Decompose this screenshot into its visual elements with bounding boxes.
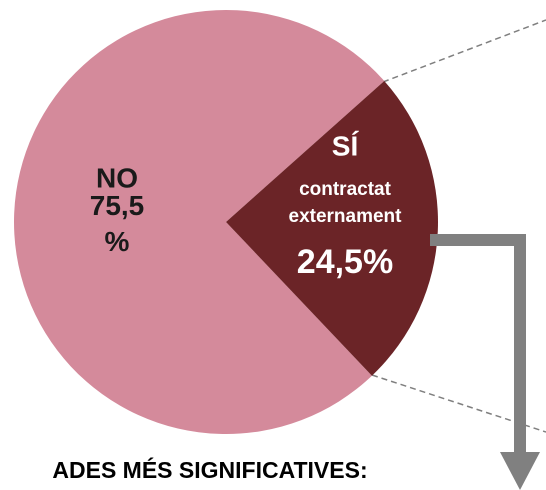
arrow-head [500,452,540,490]
pie [14,9,438,434]
connector-top [382,19,546,83]
category-label: NO [96,162,138,193]
annotation-line: contractat [299,179,392,200]
annotation-line: externament [289,206,403,227]
value-label: 75,5% [90,190,145,257]
category-label: SÍ [332,130,360,161]
annotation: contractat externament [289,179,403,227]
value-label-line: % [105,226,130,257]
arrow-shaft [430,234,526,458]
footer-text: ADES MÉS SIGNIFICATIVES: [52,456,367,483]
pie-slice [226,80,438,376]
value-label-line: 75,5 [90,190,145,221]
pie-slice [14,9,385,434]
value-label: 24,5% [297,243,393,281]
